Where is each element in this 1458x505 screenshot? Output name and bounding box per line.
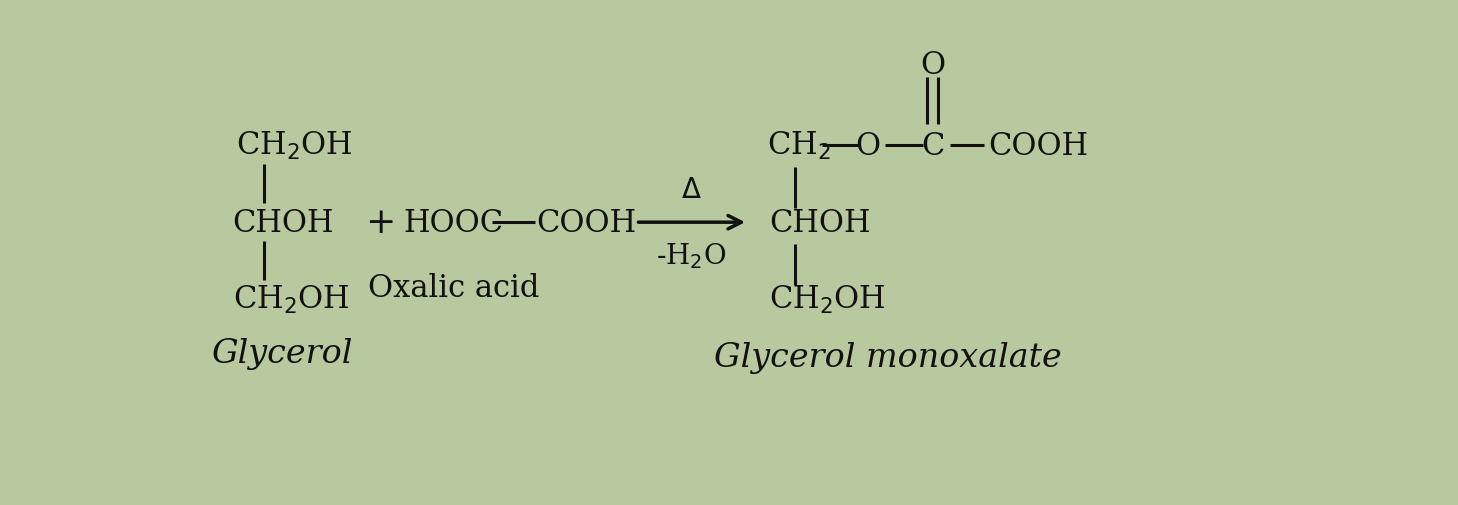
Text: Oxalic acid: Oxalic acid (367, 273, 539, 304)
Text: Glycerol: Glycerol (211, 337, 353, 369)
Text: -H$_2$O: -H$_2$O (656, 241, 726, 271)
Text: CH$_2$: CH$_2$ (767, 130, 831, 162)
Text: +: + (364, 206, 395, 240)
Text: Glycerol monoxalate: Glycerol monoxalate (713, 341, 1061, 373)
Text: CH$_2$OH: CH$_2$OH (768, 284, 885, 316)
Text: O: O (856, 130, 881, 162)
Text: CHOH: CHOH (233, 207, 334, 238)
Text: CH$_2$OH: CH$_2$OH (233, 284, 348, 316)
Text: HOOC: HOOC (402, 207, 503, 238)
Text: CH$_2$OH: CH$_2$OH (236, 130, 353, 162)
Text: COOH: COOH (989, 130, 1088, 162)
Text: CHOH: CHOH (768, 207, 870, 238)
Text: O: O (920, 49, 945, 81)
Text: COOH: COOH (537, 207, 637, 238)
Text: $\Delta$: $\Delta$ (681, 176, 701, 203)
Text: C: C (921, 130, 945, 162)
